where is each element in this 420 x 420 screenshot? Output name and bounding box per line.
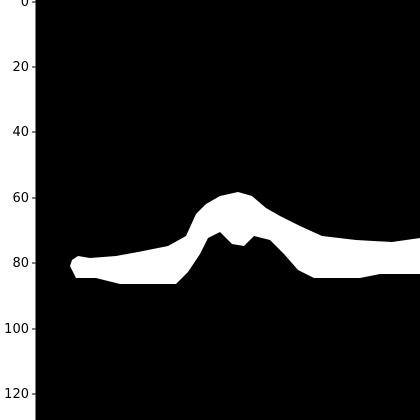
- y-tick-label-20: 20: [12, 60, 29, 75]
- y-tick-label-40: 40: [12, 125, 29, 140]
- y-tick-label-80: 80: [12, 256, 29, 271]
- y-axis-ticks: [32, 1, 36, 395]
- y-tick-label-100: 100: [4, 322, 29, 337]
- y-tick-label-120: 120: [4, 387, 29, 402]
- mask-blob-main: [70, 192, 420, 284]
- y-axis-tick-labels: 0 20 40 60 80 100 120: [4, 0, 29, 402]
- y-tick-label-60: 60: [12, 191, 29, 206]
- mask-foreground: [70, 192, 420, 284]
- y-tick-label-0: 0: [21, 0, 29, 10]
